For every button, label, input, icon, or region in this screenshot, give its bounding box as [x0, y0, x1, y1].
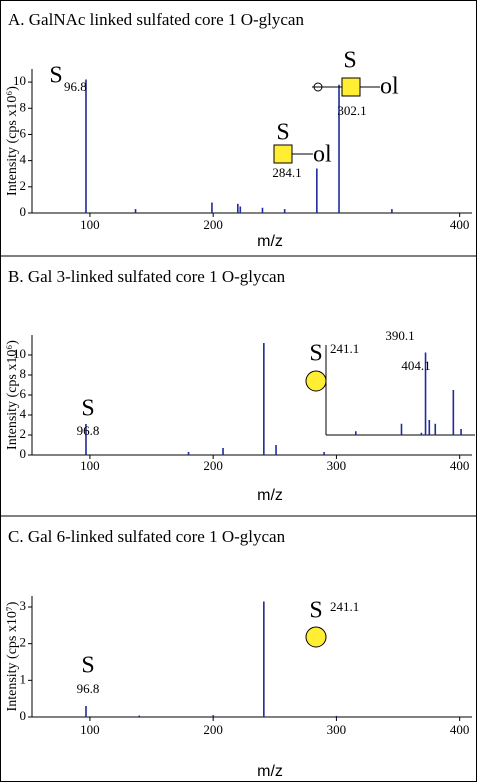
annotation: 96.8	[77, 423, 100, 438]
y-axis-label: Intensity (cps x10⁶)	[5, 86, 20, 196]
x-axis-label: m/z	[257, 763, 283, 780]
y-tick-label: 2	[20, 426, 27, 441]
x-tick-label: 300	[327, 458, 347, 473]
glycan-square	[273, 144, 293, 164]
y-tick-label: 0	[20, 446, 27, 461]
y-tick-label: 2	[20, 178, 27, 193]
y-tick-label: 8	[20, 366, 27, 381]
y-tick-label: 0	[20, 204, 27, 219]
x-axis-label: m/z	[257, 233, 283, 250]
y-tick-label: 8	[20, 99, 27, 114]
x-tick-label: 200	[203, 722, 223, 737]
annotation: S	[309, 598, 322, 624]
y-tick-label: 4	[20, 406, 27, 421]
glycan-square	[341, 77, 361, 97]
x-tick-label: 400	[450, 217, 470, 232]
x-tick-label: 200	[203, 458, 223, 473]
annotation: 404.1	[401, 358, 430, 373]
y-tick-label: 10	[13, 346, 26, 361]
glycan-o	[313, 82, 323, 92]
x-tick-label: 100	[80, 458, 100, 473]
y-tick-label: 10	[13, 73, 26, 88]
annotation: 241.1	[330, 341, 359, 356]
x-tick-label: 400	[450, 722, 470, 737]
glycan-circle	[305, 626, 327, 648]
x-tick-label: 100	[80, 217, 100, 232]
annotation: 96.8	[64, 79, 87, 94]
panel-title: A. GalNAc linked sulfated core 1 O-glyca…	[8, 10, 304, 29]
glycan-circle	[305, 370, 327, 392]
annotation: 302.1	[337, 103, 366, 118]
annotation: 390.1	[385, 328, 414, 343]
y-axis-label: Intensity (cps x10⁶)	[5, 340, 20, 450]
annotation: ol	[313, 142, 332, 168]
y-tick-label: 0	[20, 708, 27, 723]
x-axis-label: m/z	[257, 487, 283, 504]
y-tick-label: 3	[20, 598, 27, 613]
annotation: S	[309, 341, 322, 367]
annotation: 96.8	[77, 681, 100, 696]
y-tick-label: 2	[20, 635, 27, 650]
x-tick-label: 200	[203, 217, 223, 232]
panel-title: C. Gal 6-linked sulfated core 1 O-glycan	[8, 527, 286, 546]
annotation: S	[81, 396, 94, 422]
y-tick-label: 6	[20, 386, 27, 401]
x-tick-label: 400	[450, 458, 470, 473]
x-tick-label: 300	[327, 722, 347, 737]
annotation: S	[81, 653, 94, 679]
y-tick-label: 4	[20, 152, 27, 167]
annotation: 241.1	[330, 599, 359, 614]
panel-title: B. Gal 3-linked sulfated core 1 O-glycan	[8, 267, 286, 286]
annotation: 284.1	[272, 165, 301, 180]
annotation: ol	[380, 74, 399, 100]
y-tick-label: 6	[20, 125, 27, 140]
annotation: S	[343, 48, 356, 74]
y-tick-label: 1	[20, 671, 27, 686]
annotation: S	[49, 63, 62, 89]
x-tick-label: 100	[80, 722, 100, 737]
annotation: S	[276, 120, 289, 146]
y-axis-label: Intensity (cps x10⁷)	[5, 601, 20, 711]
